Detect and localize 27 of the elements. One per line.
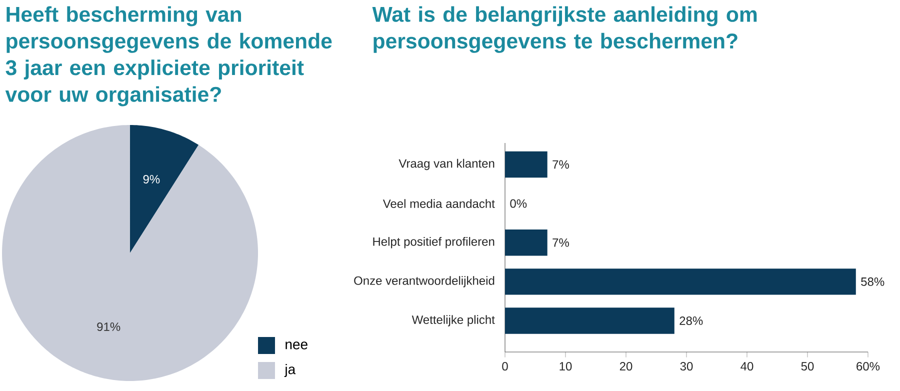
bar xyxy=(505,308,674,334)
data-label: 28% xyxy=(680,316,703,325)
x-tick-label: 20 xyxy=(620,362,632,371)
chart-title: Wat is de belangrijkste aanleiding om persoonsgegevens te beschermen? xyxy=(372,6,757,53)
data-label: 58% xyxy=(861,277,884,286)
x-tick-label: 60% xyxy=(856,362,880,371)
legend-label: ja xyxy=(284,364,296,378)
data-label: 9% xyxy=(143,174,160,184)
data-label: 7% xyxy=(552,160,569,169)
x-tick-label: 50 xyxy=(801,362,814,371)
x-tick-label: 0 xyxy=(502,362,508,371)
y-tick-label: Veel media aandacht xyxy=(382,199,495,208)
x-tick-label: 30 xyxy=(680,362,693,371)
x-tick-label: 10 xyxy=(560,362,572,371)
y-tick-label: Onze verantwoordelijkheid xyxy=(354,276,494,288)
legend-label: nee xyxy=(286,342,308,350)
x-tick-label: 40 xyxy=(740,362,754,371)
bar xyxy=(505,151,548,178)
bar xyxy=(505,230,548,256)
data-label: 0% xyxy=(510,199,527,208)
y-tick-label: Vraag van klanten xyxy=(398,158,494,170)
data-label: 7% xyxy=(552,238,569,247)
y-tick-label: Wettelijke plicht xyxy=(412,315,495,326)
data-label: 91% xyxy=(97,322,120,331)
bar xyxy=(505,268,856,295)
y-tick-label: Helpt positief profileren xyxy=(373,237,494,248)
chart-title: Heeft bescherming van persoonsgegevens de komende 3 jaar een expliciete prioriteit voor uw organisatie? xyxy=(5,6,332,106)
